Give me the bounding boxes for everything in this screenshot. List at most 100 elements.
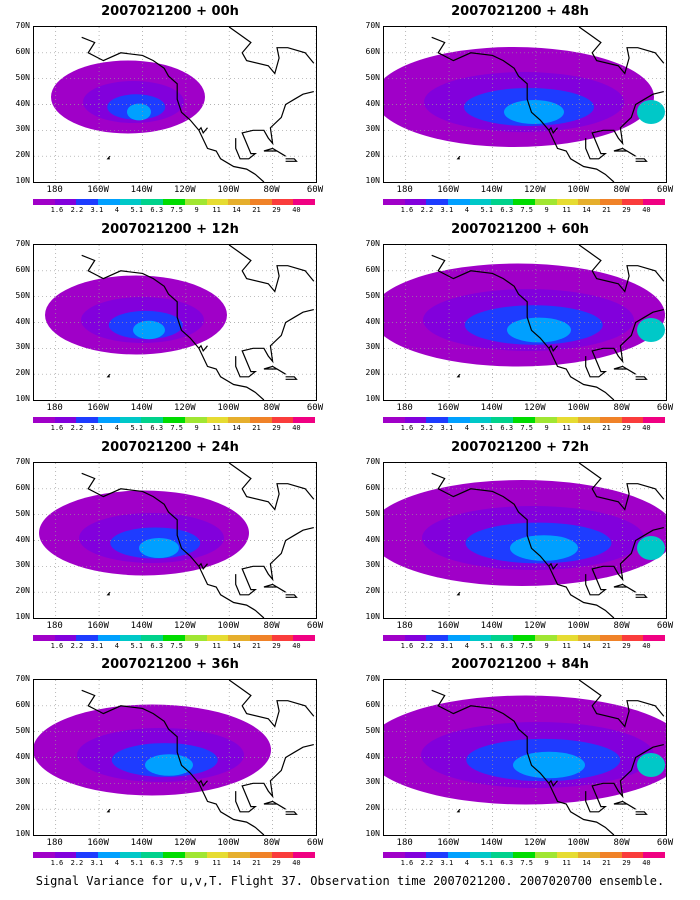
colorbar-swatch xyxy=(33,852,55,858)
colorbar-label: 7.5 xyxy=(170,206,184,214)
colorbar-swatch xyxy=(534,199,557,205)
colorbar-label: 9 xyxy=(194,206,199,214)
colorbar-swatch xyxy=(163,417,185,423)
coastline xyxy=(635,376,648,380)
colorbar-swatch xyxy=(119,852,142,858)
longitude-label: 180 xyxy=(396,403,413,413)
coastline xyxy=(456,373,461,378)
longitude-label: 140W xyxy=(480,621,503,631)
coastline xyxy=(228,245,315,293)
longitude-label: 80W xyxy=(613,185,630,195)
colorbar-swatch xyxy=(448,417,470,423)
coastline xyxy=(285,594,298,598)
colorbar-swatch xyxy=(426,635,449,641)
colorbar-label: 21 xyxy=(602,642,611,650)
coastline xyxy=(235,527,314,596)
coastline xyxy=(228,463,315,511)
latitude-label: 20N xyxy=(365,803,380,813)
map-panel: 2007021200 + 72h 70N 60N 50N 40N 30N 20N 10N 180… xyxy=(350,440,690,652)
colorbar-label: 40 xyxy=(292,206,301,214)
colorbar-swatch xyxy=(556,417,579,423)
colorbar-swatch xyxy=(599,852,622,858)
longitude-label: 140W xyxy=(480,838,503,848)
colorbar-swatch xyxy=(383,417,405,423)
colorbar-swatch xyxy=(383,635,405,641)
colorbar-swatch xyxy=(206,635,229,641)
longitude-label: 120W xyxy=(524,621,546,631)
coastline xyxy=(613,800,636,810)
coastline xyxy=(263,365,286,375)
latitude-label: 20N xyxy=(365,150,380,160)
latitude-label: 10N xyxy=(15,394,30,403)
colorbar-swatch xyxy=(33,199,55,205)
colorbar-labels: 1.6 2.2 3.1 4 5.1 6.3 7.5 9 11 14 21 29 40 xyxy=(383,642,665,651)
coastline xyxy=(228,680,315,728)
colorbar-label: 14 xyxy=(232,859,241,867)
latitude-label: 20N xyxy=(365,586,380,596)
longitude-label: 160W xyxy=(437,621,459,631)
colorbar-swatch xyxy=(643,852,665,858)
longitude-label: 180 xyxy=(396,621,413,631)
colorbar-label: 3.1 xyxy=(440,859,454,867)
coastline xyxy=(285,811,298,815)
latitude-label: 50N xyxy=(15,290,30,300)
colorbar-swatch xyxy=(249,199,272,205)
colorbar-labels: 1.6 2.2 3.1 4 5.1 6.3 7.5 9 11 14 21 29 40 xyxy=(33,859,315,868)
longitude-label: 60W xyxy=(656,403,674,413)
colorbar-swatch xyxy=(578,635,600,641)
colorbar-label: 5.1 xyxy=(130,859,144,867)
coastline xyxy=(431,689,615,835)
longitude-label: 80W xyxy=(263,403,280,413)
variance-shade-peak xyxy=(637,753,665,777)
longitude-label: 180 xyxy=(46,403,63,413)
longitude-label: 60W xyxy=(306,621,324,631)
latitude-label: 30N xyxy=(365,560,380,570)
colorbar-swatch xyxy=(491,852,514,858)
map-panel: 2007021200 + 24h 70N 60N 50N 40N 30N 20N 10N 180… xyxy=(0,440,340,652)
longitude-label: 100W xyxy=(567,838,590,848)
colorbar-swatch xyxy=(293,199,315,205)
variance-shade-peak xyxy=(637,318,665,342)
longitude-label: 140W xyxy=(130,185,153,195)
panel-title: 2007021200 + 84h xyxy=(451,657,589,672)
colorbar-label: 5.1 xyxy=(130,424,144,432)
variance-map xyxy=(34,680,316,835)
colorbar-swatch xyxy=(141,852,164,858)
colorbar-swatch xyxy=(448,635,470,641)
colorbar-swatch xyxy=(141,199,164,205)
colorbar-swatch xyxy=(578,417,600,423)
coastline xyxy=(548,779,558,788)
colorbar-label: 1.6 xyxy=(50,859,64,867)
colorbar-label: 7.5 xyxy=(520,206,534,214)
longitude-label: 100W xyxy=(217,838,240,848)
variance-shade-core xyxy=(513,751,585,779)
colorbar-swatch xyxy=(469,417,492,423)
colorbar-label: 2.2 xyxy=(70,859,84,867)
figure-caption: Signal Variance for u,v,T. Flight 37. Ob… xyxy=(35,874,665,888)
latitude-label: 10N xyxy=(15,176,30,185)
longitude-label: 180 xyxy=(46,185,63,195)
colorbar-swatch xyxy=(643,635,665,641)
latitude-label: 20N xyxy=(15,803,30,813)
latitude-label: 40N xyxy=(365,316,380,326)
latitude-label: 40N xyxy=(15,316,30,326)
colorbar-label: 2.2 xyxy=(420,859,434,867)
colorbar-label: 3.1 xyxy=(440,424,454,432)
colorbar-label: 21 xyxy=(252,859,261,867)
latitude-label: 50N xyxy=(365,72,380,82)
colorbar-label: 2.2 xyxy=(420,424,434,432)
colorbar-label: 14 xyxy=(582,859,591,867)
colorbar-label: 6.3 xyxy=(500,424,514,432)
colorbar-swatch xyxy=(54,635,77,641)
colorbar-labels: 1.6 2.2 3.1 4 5.1 6.3 7.5 9 11 14 21 29 40 xyxy=(383,424,665,433)
variance-map xyxy=(384,27,666,182)
colorbar-swatch xyxy=(578,199,600,205)
latitude-label: 70N xyxy=(365,21,380,30)
longitude-label: 120W xyxy=(174,621,196,631)
variance-shade-peak xyxy=(637,536,665,560)
coastline xyxy=(456,808,461,813)
colorbar-swatch xyxy=(293,635,315,641)
colorbar-swatch xyxy=(206,199,229,205)
variance-map xyxy=(34,463,316,618)
longitude-label: 140W xyxy=(130,621,153,631)
